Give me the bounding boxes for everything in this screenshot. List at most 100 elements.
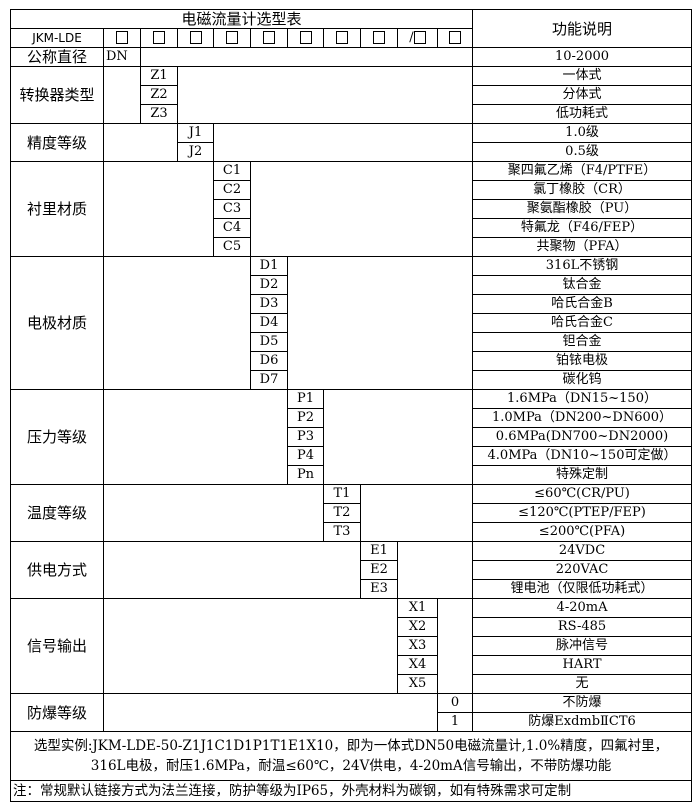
option-description: 0.6MPa(DN700~DN2000) (472, 427, 693, 447)
empty-box-icon (116, 31, 128, 44)
empty-cell (286, 256, 474, 390)
empty-box-icon (263, 31, 275, 44)
option-code: X3 (397, 636, 438, 656)
empty-cell (322, 389, 474, 485)
model-prefix: JKM-LDE (10, 28, 104, 48)
option-description: 24VDC (472, 541, 693, 561)
option-code: J1 (177, 123, 214, 143)
option-row: 供电方式 E1 24VDC (10, 541, 693, 599)
option-description: 防爆ExdmbⅡCT6 (472, 712, 693, 732)
category-label: 转换器类型 (10, 66, 104, 124)
empty-box-icon (299, 31, 312, 44)
empty-cell (396, 541, 474, 599)
code-slot-10 (436, 28, 474, 48)
option-code: Z1 (140, 66, 178, 86)
option-code: P2 (287, 408, 324, 428)
option-code: E3 (360, 579, 398, 599)
empty-cell (103, 66, 141, 124)
empty-box-icon (153, 31, 165, 44)
option-description: 316L不锈钢 (472, 256, 693, 276)
empty-box-icon (373, 31, 385, 44)
code-slot-8 (360, 28, 398, 48)
option-code: D4 (250, 313, 288, 333)
option-row: T2 ≤120℃(PTEP/FEP) (11, 503, 693, 523)
category-label: 公称直径 (10, 47, 104, 67)
category-label: 电极材质 (10, 256, 104, 390)
title-row: 电磁流量计选型表 功能说明 (9, 9, 693, 48)
empty-box-icon (189, 31, 202, 44)
option-description: 220VAC (472, 560, 693, 580)
option-code: C3 (213, 199, 251, 219)
option-description: 4-20mA (472, 598, 693, 618)
selection-table: 电磁流量计选型表 功能说明 JKM-LDE / 公称直径 DN 10-2000 转换器… (9, 9, 693, 802)
option-code: D2 (250, 275, 288, 295)
option-row: P4 4.0MPa（DN10~150可定做） (11, 446, 693, 466)
note-row: 注：常规默认链接方式为法兰连接，防护等级为IP65，外壳材料为碳钢，如有特殊需求… (9, 780, 693, 802)
option-description: ≤60℃(CR/PU) (472, 484, 693, 504)
option-code: C4 (213, 218, 251, 238)
option-code: C5 (213, 237, 251, 257)
empty-cell (103, 123, 178, 162)
option-row: 衬里材质 C1 聚四氟乙烯（F4/PTFE） (10, 161, 693, 257)
option-description: 钛合金 (472, 275, 693, 295)
option-code: 1 (436, 712, 474, 732)
option-code: Z2 (140, 85, 178, 105)
example-line-1: 选型实例:JKM-LDE-50-Z1J1C1D1P1T1E1X10，即为一体式D… (33, 738, 669, 754)
option-code: X4 (397, 655, 438, 675)
option-description: 哈氏合金B (472, 294, 693, 314)
empty-cell (212, 123, 474, 162)
option-description: 1.0MPa（DN200~DN600） (472, 408, 693, 428)
note-text: 注：常规默认链接方式为法兰连接，防护等级为IP65，外壳材料为碳钢，如有特殊需求… (9, 780, 693, 802)
option-row: Pn 特殊定制 (11, 465, 693, 485)
option-description: 聚四氟乙烯（F4/PTFE） (472, 161, 693, 181)
option-code: C1 (213, 161, 251, 181)
option-row: C3 聚氨酯橡胶（PU） (11, 199, 693, 219)
code-slot-7 (323, 28, 361, 48)
option-code: E1 (360, 541, 398, 561)
empty-cell (103, 389, 288, 485)
option-description: 无 (472, 674, 693, 694)
example-row: 选型实例:JKM-LDE-50-Z1J1C1D1P1T1E1X10，即为一体式D… (9, 731, 693, 781)
option-description: 哈氏合金C (472, 313, 693, 333)
category-label: 衬里材质 (10, 161, 104, 257)
option-row: 压力等级 P1 1.6MPa（DN15~150） (10, 389, 693, 485)
option-code: D5 (250, 332, 288, 352)
option-code: P1 (287, 389, 324, 409)
option-description: 特氟龙（F46/FEP） (472, 218, 693, 238)
option-row: E2 220VAC (11, 560, 693, 580)
empty-cell (103, 598, 398, 694)
option-description: 1.6MPa（DN15~150） (472, 389, 693, 409)
option-code: D6 (250, 351, 288, 371)
option-description: 0.5级 (472, 142, 693, 162)
option-row: 1 防爆ExdmbⅡCT6 (11, 712, 693, 732)
option-description: 分体式 (472, 85, 693, 105)
option-description: 聚氨酯橡胶（PU） (472, 199, 693, 219)
option-description: HART (472, 655, 693, 675)
option-code: Pn (287, 465, 324, 485)
option-row: X3 脉冲信号 (11, 636, 693, 656)
function-header: 功能说明 (472, 9, 693, 48)
code-slot-3 (177, 28, 214, 48)
option-row: 精度等级 J1 1.0级 (10, 123, 693, 162)
option-code: Z3 (140, 104, 178, 124)
option-code: J2 (177, 142, 214, 162)
option-code: X1 (397, 598, 438, 618)
option-row: 转换器类型 Z1 一体式 (10, 66, 693, 124)
option-description: 碳化钨 (472, 370, 693, 390)
option-description: 特殊定制 (472, 465, 693, 485)
option-code: T1 (323, 484, 361, 504)
code-slot-5 (250, 28, 288, 48)
category-label: 温度等级 (10, 484, 104, 542)
empty-cell (249, 161, 474, 257)
empty-cell (103, 484, 324, 542)
option-description: 10-2000 (472, 47, 693, 67)
empty-box-icon (226, 31, 238, 44)
option-row: C5 共聚物（PFA） (11, 237, 693, 257)
option-code: P4 (287, 446, 324, 466)
option-row: 电极材质 D1 316L不锈钢 (10, 256, 693, 390)
option-row: 公称直径 DN 10-2000 (10, 47, 693, 67)
code-slot-4 (213, 28, 251, 48)
option-code: P3 (287, 427, 324, 447)
option-row: T3 ≤200℃(PFA) (11, 522, 693, 542)
option-code: D1 (250, 256, 288, 276)
